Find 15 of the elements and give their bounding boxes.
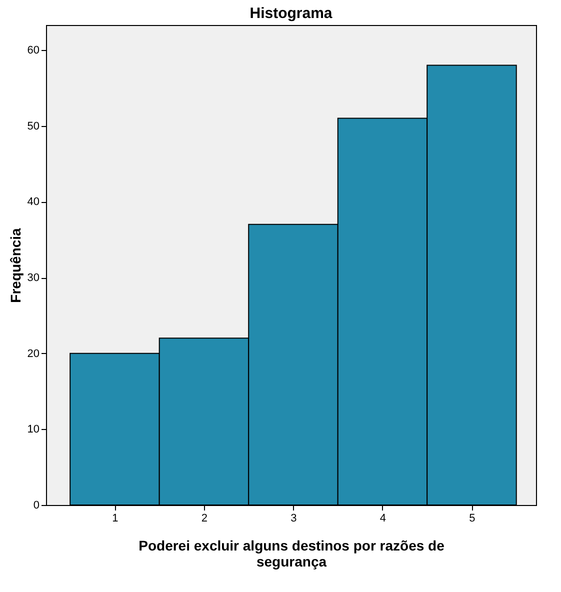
y-axis-title: Frequência bbox=[7, 228, 24, 303]
x-tick-label: 3 bbox=[290, 512, 297, 524]
y-tick-label: 0 bbox=[33, 500, 40, 512]
x-axis-title: Poderei excluir alguns destinos por razões de segurança bbox=[138, 538, 445, 570]
y-tick-label: 20 bbox=[27, 348, 40, 360]
x-tick-label: 2 bbox=[201, 512, 208, 524]
y-tick-label: 40 bbox=[27, 196, 40, 208]
x-tick-label: 5 bbox=[469, 512, 476, 524]
y-tick-label: 10 bbox=[27, 424, 40, 436]
y-tick-label: 50 bbox=[27, 120, 40, 132]
chart-title: Histograma bbox=[250, 5, 333, 22]
y-tick-label: 60 bbox=[27, 44, 40, 57]
x-tick-label: 4 bbox=[380, 512, 386, 524]
x-tick-label: 1 bbox=[112, 512, 118, 524]
y-tick-label: 30 bbox=[27, 272, 40, 284]
